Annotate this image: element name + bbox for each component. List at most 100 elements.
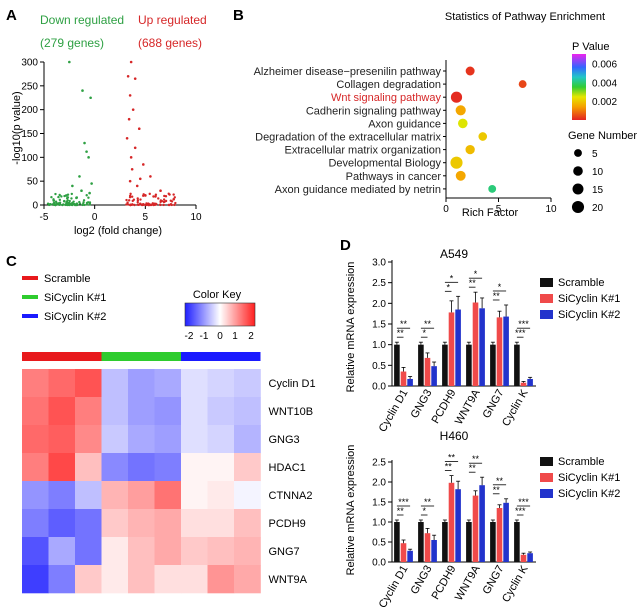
heatmap-cell	[22, 369, 49, 398]
qpcr-bar	[490, 344, 496, 386]
legend-swatch-sicyclin-k2	[540, 489, 553, 498]
color-key-title: Color Key	[193, 289, 242, 301]
heatmap-cell	[154, 565, 182, 594]
volcano-cloud-point	[162, 198, 166, 201]
volcano-cloud-point	[61, 203, 64, 207]
heatmap-cell	[22, 565, 49, 594]
x-tick-label: -5	[40, 212, 49, 223]
x-tick-label: 5	[496, 204, 502, 215]
legend-label-sicyclin-k2: SiCyclin K#2	[558, 309, 620, 321]
heatmap-row-label: PCDH9	[269, 518, 306, 530]
heatmap-cell	[181, 509, 208, 538]
significance-marker: **	[424, 497, 432, 507]
heatmap-row-label: HDAC1	[269, 462, 306, 474]
legend-label-sicyclin-k1: SiCyclin K#1	[44, 292, 106, 304]
qpcr-bar	[527, 553, 533, 562]
volcano-cloud-point	[148, 203, 151, 207]
volcano-cloud-point	[136, 200, 139, 204]
enrichment-point	[457, 118, 468, 129]
heatmap-cell	[22, 481, 49, 510]
qpcr-bar	[520, 382, 527, 386]
volcano-cloud-point	[57, 202, 60, 205]
x-tick-label: 10	[190, 212, 202, 223]
heatmap-cell	[154, 509, 182, 538]
volcano-cloud-point	[57, 195, 60, 199]
volcano-cloud-point	[54, 200, 58, 203]
volcano-cloud-point	[172, 193, 175, 196]
heatmap-cell	[22, 537, 49, 566]
qpcr-bar	[424, 533, 431, 562]
y-tick-label: 0.0	[372, 382, 386, 393]
qpcr-bar	[503, 316, 509, 386]
heatmap-cell	[154, 425, 182, 454]
volcano-cloud-point	[64, 203, 67, 207]
qpcr-bar	[496, 317, 503, 386]
heatmap-group-legend: Scramble SiCyclin K#1 SiCyclin K#2	[22, 273, 106, 323]
enrichment-point	[518, 80, 527, 89]
volcano-cloud-point	[174, 201, 177, 205]
heatmap-cell	[48, 537, 76, 566]
heatmap-cell	[234, 397, 261, 426]
legend-label-scramble: Scramble	[44, 273, 90, 285]
volcano-point	[68, 60, 71, 64]
heatmap-cell	[234, 453, 261, 482]
down-regulated-count: (279 genes)	[40, 36, 104, 50]
y-tick-label: 200	[21, 105, 38, 116]
volcano-cloud-point	[167, 192, 170, 195]
qpcr-bar	[407, 550, 413, 562]
volcano-point	[129, 60, 133, 64]
heatmap-cell	[101, 453, 129, 482]
heatmap-cell	[234, 425, 261, 454]
volcano-cloud-point	[129, 192, 132, 196]
heatmap-row-label: WNT9A	[269, 574, 308, 586]
volcano-cloud-point	[46, 202, 50, 205]
volcano-point	[159, 189, 162, 192]
gene-number-legend-label: 5	[592, 149, 598, 160]
heatmap-cell	[101, 369, 129, 398]
heatmap-cell	[154, 369, 182, 398]
pathway-label: Collagen degradation	[336, 79, 441, 91]
enrichment-point	[465, 144, 475, 155]
significance-marker: **	[493, 485, 501, 495]
qpcr-bar	[394, 522, 400, 562]
heatmap-group-bar	[101, 352, 181, 361]
volcano-point	[137, 127, 141, 131]
pathway-label: Alzheimer disease−presenilin pathway	[254, 66, 442, 78]
significance-marker: **	[469, 278, 477, 288]
heatmap-cell	[207, 565, 235, 594]
heatmap-cell	[234, 565, 261, 594]
gene-number-legend-dot	[571, 200, 585, 214]
volcano-point	[85, 150, 88, 153]
volcano-point	[128, 179, 132, 183]
heatmap-cell	[48, 453, 76, 482]
volcano-cloud-point	[88, 201, 92, 204]
enrichment-point	[450, 156, 463, 169]
qpcr-h460-y-axis-label: Relative mRNA expression	[345, 445, 357, 576]
heatmap-cell	[75, 369, 102, 398]
volcano-cloud-point	[82, 201, 85, 204]
heatmap-cell	[128, 565, 155, 594]
heatmap-cell	[181, 369, 208, 398]
x-tick-label: 5	[143, 212, 149, 223]
significance-marker: ***	[398, 497, 409, 507]
significance-marker: **	[400, 319, 408, 329]
qpcr-bar	[442, 344, 448, 386]
heatmap-cell	[181, 453, 208, 482]
heatmap-cell	[207, 397, 235, 426]
volcano-point	[89, 96, 92, 100]
qpcr-bar	[431, 366, 437, 386]
y-tick-label: 300	[21, 58, 38, 69]
enrichment-title: Statistics of Pathway Enrichment	[445, 11, 605, 23]
x-tick-label: 10	[545, 204, 557, 215]
y-tick-label: 2.0	[372, 478, 386, 489]
volcano-cloud-point	[136, 197, 139, 200]
volcano-cloud-point	[139, 198, 142, 201]
significance-marker: **	[445, 462, 453, 472]
heatmap-cell	[48, 565, 76, 594]
y-tick-label: 250	[21, 81, 38, 92]
legend-swatch-scramble	[540, 457, 553, 466]
significance-marker: **	[397, 506, 405, 516]
up-regulated-count: (688 genes)	[138, 36, 202, 50]
volcano-cloud-point	[159, 203, 162, 207]
qpcr-legend-top: Scramble SiCyclin K#1 SiCyclin K#2	[540, 277, 620, 321]
